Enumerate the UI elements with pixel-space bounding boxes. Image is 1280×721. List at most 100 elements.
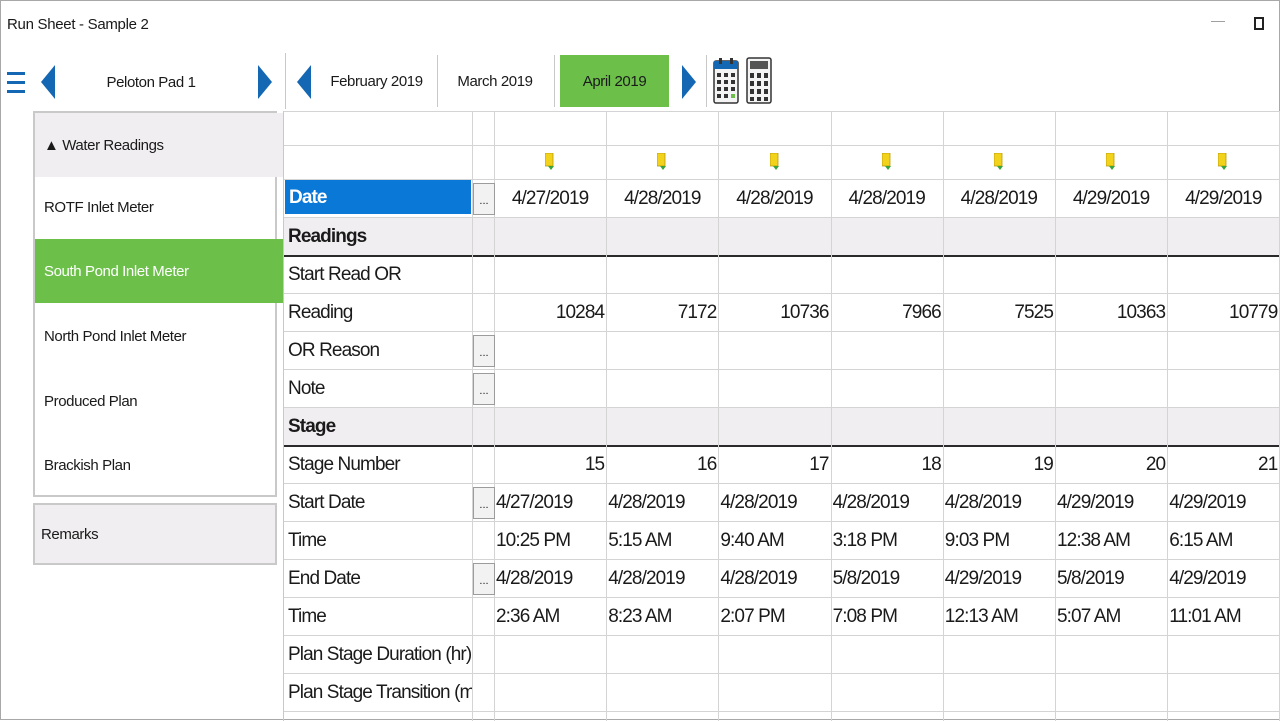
date-column-header[interactable]: 4/28/2019 xyxy=(624,188,701,209)
end-time-cell[interactable]: 2:07 PM xyxy=(720,606,785,627)
date-column-header[interactable]: 4/28/2019 xyxy=(736,188,813,209)
grid-col-line xyxy=(606,111,608,721)
row-label-plan-stage-duration: Plan Stage Duration (hr) xyxy=(288,644,472,665)
end-date-cell[interactable]: 4/28/2019 xyxy=(496,568,573,589)
end-time-cell[interactable]: 11:01 AM xyxy=(1169,606,1242,627)
section-label-stage: Stage xyxy=(288,416,336,437)
date-column-header[interactable]: 4/29/2019 xyxy=(1185,188,1262,209)
flag-icon xyxy=(769,152,780,171)
water-readings-group-header[interactable]: ▲ Water Readings xyxy=(35,113,284,177)
remarks-section[interactable]: Remarks xyxy=(33,503,277,565)
row-label-end-date: End Date xyxy=(288,568,361,589)
calendar-icon[interactable] xyxy=(713,57,739,105)
grid-col-line xyxy=(494,111,495,721)
date-column-header[interactable]: 4/29/2019 xyxy=(1072,188,1150,209)
stage-number-cell[interactable]: 19 xyxy=(1033,454,1054,475)
tab-march-2019[interactable]: March 2019 xyxy=(457,73,533,90)
stage-number-cell[interactable]: 16 xyxy=(697,454,717,475)
data-grid: Date 4/27/2019 4/28/2019 4/28/2019 4/28/2019… xyxy=(283,111,1280,721)
end-time-cell[interactable]: 12:13 AM xyxy=(944,606,1019,627)
date-column-header[interactable]: 4/28/2019 xyxy=(960,188,1038,209)
sidebar-item-south-pond-inlet-meter[interactable]: South Pond Inlet Meter xyxy=(35,239,284,303)
start-date-cell[interactable]: 4/29/2019 xyxy=(1169,492,1246,513)
end-time-cell[interactable]: 2:36 AM xyxy=(496,606,560,627)
month-next-arrow-icon[interactable] xyxy=(678,64,700,100)
end-date-cell[interactable]: 4/28/2019 xyxy=(608,568,685,589)
reading-cell[interactable]: 10736 xyxy=(780,302,829,323)
maximize-button[interactable] xyxy=(1254,17,1264,30)
location-name[interactable]: Peloton Pad 1 xyxy=(106,74,196,91)
sidebar-item-north-pond-inlet-meter[interactable]: North Pond Inlet Meter xyxy=(44,327,187,345)
ellipsis-button[interactable]: ... xyxy=(473,373,495,405)
sidebar-item-brackish-plan[interactable]: Brackish Plan xyxy=(44,456,131,474)
month-prev-arrow-icon[interactable] xyxy=(293,64,315,100)
location-prev-arrow-icon[interactable] xyxy=(37,64,59,100)
minimize-button[interactable]: — xyxy=(1211,12,1225,28)
reading-cell[interactable]: 7172 xyxy=(677,302,718,323)
reading-cell[interactable]: 7525 xyxy=(1014,302,1054,323)
toolbar-divider xyxy=(706,55,707,107)
grid-row-line xyxy=(284,179,1280,180)
grid-row-line xyxy=(284,521,1280,522)
stage-number-cell[interactable]: 20 xyxy=(1145,454,1166,475)
calculator-icon[interactable] xyxy=(746,57,772,105)
tab-february-2019[interactable]: February 2019 xyxy=(330,73,423,90)
start-time-cell[interactable]: 10:25 PM xyxy=(496,530,571,551)
ellipsis-button[interactable]: ... xyxy=(473,563,495,595)
start-date-cell[interactable]: 4/27/2019 xyxy=(496,492,573,513)
end-date-cell[interactable]: 4/29/2019 xyxy=(1169,568,1246,589)
start-time-cell[interactable]: 3:18 PM xyxy=(832,530,898,551)
stage-number-cell[interactable]: 17 xyxy=(809,454,829,475)
section-row-readings xyxy=(284,217,1280,255)
start-date-cell[interactable]: 4/29/2019 xyxy=(1057,492,1134,513)
date-column-header[interactable]: 4/28/2019 xyxy=(848,188,925,209)
reading-cell[interactable]: 7966 xyxy=(902,302,942,323)
flag-icon xyxy=(881,152,892,171)
end-time-cell[interactable]: 8:23 AM xyxy=(608,606,672,627)
end-time-cell[interactable]: 5:07 AM xyxy=(1057,606,1121,627)
date-column-header[interactable]: 4/27/2019 xyxy=(511,188,589,209)
grid-col-line xyxy=(1167,111,1169,721)
sidebar-item-produced-plan[interactable]: Produced Plan xyxy=(44,392,138,410)
start-date-cell[interactable]: 4/28/2019 xyxy=(608,492,685,513)
stage-number-cell[interactable]: 18 xyxy=(921,454,941,475)
end-date-cell[interactable]: 5/8/2019 xyxy=(832,568,901,589)
row-label-start-date: Start Date xyxy=(288,492,365,513)
grid-row-line xyxy=(284,369,1280,370)
location-next-arrow-icon[interactable] xyxy=(254,64,276,100)
flag-icon xyxy=(1217,152,1228,171)
stage-number-cell[interactable]: 21 xyxy=(1258,454,1278,475)
tab-april-2019[interactable]: April 2019 xyxy=(560,55,669,107)
stage-number-cell[interactable]: 15 xyxy=(584,454,605,475)
start-time-cell[interactable]: 9:03 PM xyxy=(944,530,1010,551)
reading-cell[interactable]: 10363 xyxy=(1116,302,1166,323)
toolbar-divider xyxy=(285,53,286,109)
start-time-cell[interactable]: 12:38 AM xyxy=(1057,530,1131,551)
end-date-cell[interactable]: 5/8/2019 xyxy=(1057,568,1125,589)
row-label-start-time: Time xyxy=(288,530,327,551)
menu-hamburger-icon[interactable] xyxy=(5,67,27,97)
title-bar: Run Sheet - Sample 2 — xyxy=(1,1,1280,51)
sidebar-item-rotf-inlet-meter[interactable]: ROTF Inlet Meter xyxy=(44,198,154,216)
start-time-cell[interactable]: 5:15 AM xyxy=(608,530,672,551)
row-label-reading: Reading xyxy=(288,302,353,323)
section-label-readings: Readings xyxy=(288,226,367,247)
start-time-cell[interactable]: 6:15 AM xyxy=(1169,530,1233,551)
end-date-cell[interactable]: 4/28/2019 xyxy=(720,568,797,589)
ellipsis-button[interactable]: ... xyxy=(473,183,495,215)
end-date-cell[interactable]: 4/29/2019 xyxy=(944,568,1022,589)
start-date-cell[interactable]: 4/28/2019 xyxy=(720,492,797,513)
end-time-cell[interactable]: 7:08 PM xyxy=(832,606,898,627)
flag-icon xyxy=(993,152,1004,171)
start-date-cell[interactable]: 4/28/2019 xyxy=(944,492,1022,513)
grid-col-line xyxy=(830,111,832,721)
ellipsis-button[interactable]: ... xyxy=(473,487,495,519)
start-time-cell[interactable]: 9:40 AM xyxy=(720,530,784,551)
grid-row-line xyxy=(284,111,1280,112)
reading-cell[interactable]: 10284 xyxy=(555,302,605,323)
row-label-stage-number: Stage Number xyxy=(288,454,401,475)
start-date-cell[interactable]: 4/28/2019 xyxy=(832,492,910,513)
flag-icon xyxy=(1105,152,1116,171)
reading-cell[interactable]: 10779 xyxy=(1229,302,1278,323)
ellipsis-button[interactable]: ... xyxy=(473,335,495,367)
